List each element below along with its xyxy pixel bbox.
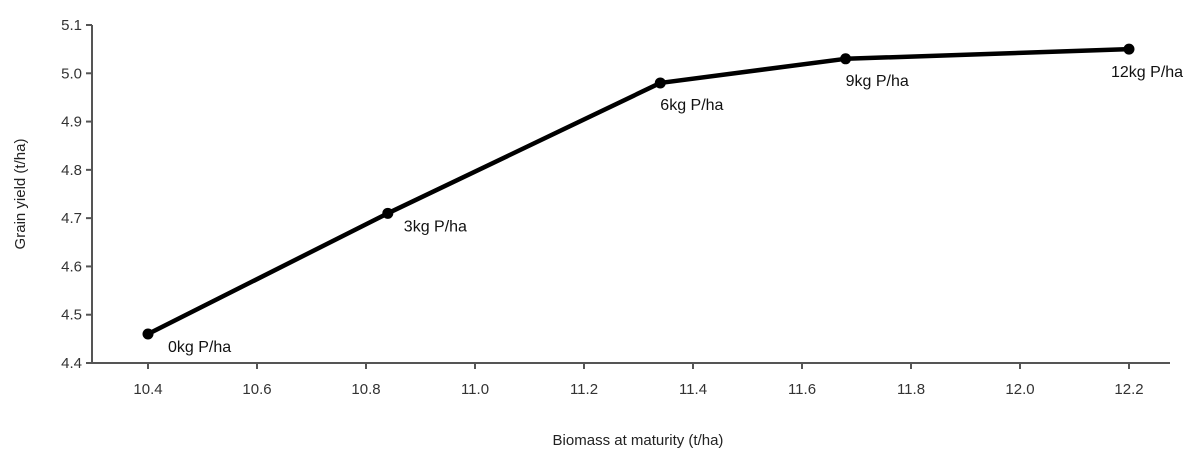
x-tick-label: 11.0 bbox=[461, 381, 489, 398]
y-tick-label: 5.0 bbox=[61, 65, 82, 82]
x-tick-label: 10.6 bbox=[242, 381, 271, 398]
series-line bbox=[146, 46, 1130, 337]
y-tick-label: 4.6 bbox=[61, 258, 82, 275]
y-tick-label: 5.1 bbox=[61, 17, 82, 34]
data-point bbox=[1123, 43, 1135, 55]
y-tick-label: 4.9 bbox=[61, 114, 82, 131]
y-tick-label: 4.4 bbox=[61, 355, 82, 372]
data-point-label: 9kg P/ha bbox=[846, 73, 909, 90]
data-point bbox=[654, 77, 666, 89]
y-tick-label: 4.5 bbox=[61, 307, 82, 324]
data-point-label: 3kg P/ha bbox=[404, 218, 467, 235]
x-tick-label: 10.4 bbox=[133, 381, 162, 398]
x-tick-label: 12.0 bbox=[1005, 381, 1034, 398]
x-tick-label: 10.8 bbox=[351, 381, 380, 398]
data-point bbox=[840, 53, 852, 65]
x-tick-label: 11.8 bbox=[897, 381, 925, 398]
x-axis-label: Biomass at maturity (t/ha) bbox=[553, 432, 724, 449]
x-tick-label: 11.6 bbox=[788, 381, 816, 398]
data-point bbox=[142, 328, 154, 340]
x-tick-label: 11.4 bbox=[679, 381, 707, 398]
data-point-label: 6kg P/ha bbox=[660, 97, 723, 114]
series: 0kg P/ha 3kg P/ha 6kg P/ha 9kg P/ha 12kg P/h… bbox=[142, 43, 1183, 356]
y-axis-label: Grain yield (t/ha) bbox=[12, 139, 29, 250]
x-tick-label: 11.2 bbox=[570, 381, 598, 398]
y-tick-label: 4.7 bbox=[61, 210, 82, 227]
data-point-label: 12kg P/ha bbox=[1111, 64, 1183, 81]
axes: 10.4 10.6 10.8 11.0 11.2 11.4 11.6 11.8 12.0 12.2… bbox=[61, 17, 1170, 398]
x-tick-label: 12.2 bbox=[1114, 381, 1143, 398]
y-tick-label: 4.8 bbox=[61, 162, 82, 179]
data-point bbox=[382, 207, 394, 219]
data-point-label: 0kg P/ha bbox=[168, 339, 231, 356]
